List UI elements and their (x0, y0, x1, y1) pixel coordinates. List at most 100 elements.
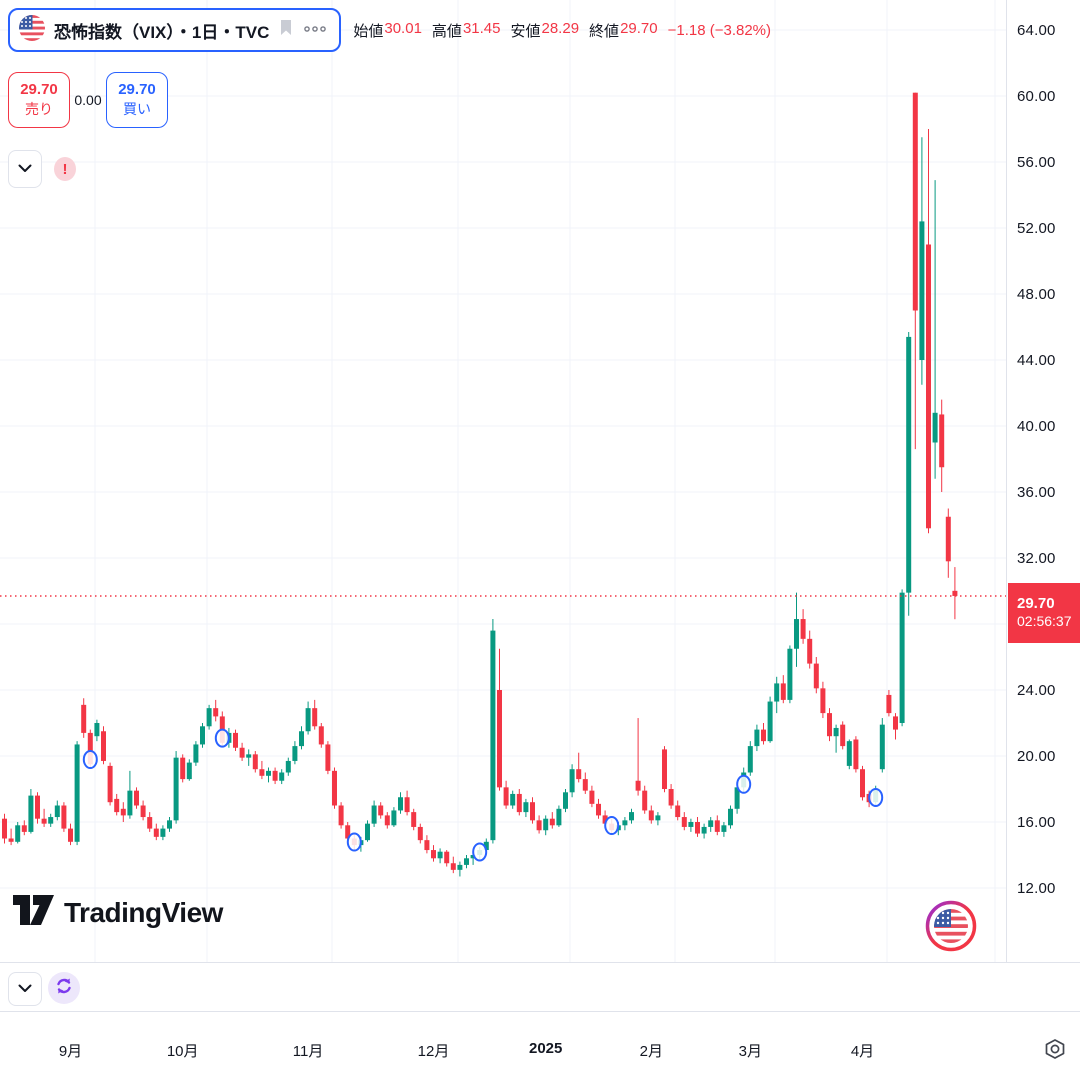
ohlc-readout: 始値 30.01 高値 31.45 安値 28.29 終値 29.70 −1.18 (−… (353, 20, 771, 41)
candle-body (180, 757, 186, 780)
candle-body (318, 726, 324, 745)
candle-body (952, 590, 958, 596)
candle-body (932, 412, 938, 443)
candle-body (899, 592, 905, 723)
candle-body (483, 841, 489, 851)
refresh-button[interactable] (48, 972, 80, 1004)
candle-body (747, 746, 753, 773)
time-axis-label: 2月 (639, 1043, 663, 1060)
candle-body (820, 688, 826, 714)
sell-button[interactable]: 29.70 売り (8, 72, 70, 128)
candle-body (2, 818, 7, 839)
time-axis-label: 10月 (166, 1043, 199, 1060)
candle-body (464, 858, 469, 865)
candle-body (424, 840, 430, 851)
candle-body (411, 812, 417, 827)
price-tick-label: 56.00 (1017, 154, 1056, 171)
candle-body (761, 729, 766, 742)
warning-exclamation-glyph: ! (62, 160, 68, 178)
candle-body (833, 727, 839, 737)
tradingview-logo[interactable]: TradingView (12, 892, 223, 933)
candle-body (371, 805, 377, 824)
expand-bottom-panel-button[interactable] (8, 972, 42, 1006)
price-tick-label: 60.00 (1017, 88, 1056, 105)
candle-body (622, 820, 628, 826)
candle-body (325, 744, 331, 771)
candle-body (127, 790, 133, 816)
time-axis[interactable]: 9月 10月 11月 12月 2025 2月 3月 4月 (0, 1012, 1080, 1080)
tradingview-logo-text: TradingView (64, 896, 223, 928)
warning-exclamation-icon[interactable]: ! (54, 157, 76, 181)
candle-body (576, 769, 582, 780)
candle-body (510, 793, 516, 806)
candle-body (516, 793, 522, 813)
candle-body (912, 92, 918, 311)
time-axis-label: 2025 (529, 1040, 563, 1057)
sell-label: 売り (25, 101, 53, 117)
chevron-down-icon (18, 160, 32, 178)
candle-body (186, 762, 192, 780)
price-tick-label: 44.00 (1017, 352, 1056, 369)
symbol-button[interactable]: 恐怖指数（VIX）・1日・TVC (8, 8, 342, 52)
candle-body (582, 779, 588, 791)
trade-panel: 29.70 売り 0.00 29.70 買い (8, 72, 168, 128)
symbol-bar: 恐怖指数（VIX）・1日・TVC 始値 30.01 高値 31.45 安値 28.29… (8, 8, 771, 52)
more-options-icon[interactable] (303, 21, 327, 39)
candle-body (35, 795, 40, 819)
candle-body (206, 708, 212, 727)
candle-body (668, 789, 674, 806)
candle-body (754, 729, 760, 747)
open-value: 30.01 (384, 19, 422, 37)
candle-body (233, 732, 238, 748)
tradingview-mark-icon (12, 892, 56, 933)
price-tick-label: 40.00 (1017, 418, 1056, 435)
candle-body (101, 731, 106, 761)
sell-price: 29.70 (20, 81, 58, 98)
chart-pane[interactable] (0, 0, 1006, 962)
candle-body (939, 414, 945, 468)
candle-body (444, 851, 450, 864)
candle-body (728, 808, 733, 826)
spread-value: 0.00 (74, 92, 102, 108)
event-circle-marker (472, 842, 488, 862)
time-axis-label: 3月 (738, 1043, 762, 1060)
candle-body (74, 744, 80, 842)
candle-body (457, 864, 463, 870)
candle-body (345, 825, 351, 839)
candle-body (8, 838, 14, 842)
candle-body (563, 792, 568, 809)
candle-body (107, 765, 113, 803)
candle-body (879, 724, 885, 770)
candle-body (497, 690, 502, 788)
buy-button[interactable]: 29.70 買い (106, 72, 168, 128)
candle-body (266, 770, 271, 776)
candle-body (642, 790, 648, 811)
candle-body (167, 820, 172, 829)
candle-body (305, 708, 311, 732)
candle-body (655, 815, 661, 821)
price-tick-label: 20.00 (1017, 748, 1056, 765)
price-tick-label: 64.00 (1017, 22, 1056, 39)
price-tick-label: 12.00 (1017, 880, 1056, 897)
candle-body (675, 805, 681, 818)
candle-body (780, 683, 786, 700)
close-label: 終値 (589, 22, 620, 40)
candle-body (41, 818, 47, 824)
candle-body (28, 795, 34, 832)
candle-body (893, 716, 898, 730)
candle-body (173, 757, 179, 821)
candle-body (120, 808, 126, 816)
candle-body (596, 803, 601, 816)
candle-body (470, 855, 476, 859)
settings-gear-icon[interactable] (1042, 1036, 1068, 1067)
price-tick-label: 52.00 (1017, 220, 1056, 237)
candle-body (417, 826, 423, 841)
candle-body (431, 850, 436, 859)
candle-body (602, 815, 608, 824)
candle-body (662, 749, 667, 789)
time-axis-label: 12月 (417, 1043, 450, 1060)
price-axis[interactable]: 64.00 60.00 56.00 52.00 48.00 44.00 40.00 36.00… (1006, 0, 1080, 962)
candle-body (259, 769, 265, 776)
bookmark-icon[interactable] (278, 19, 294, 42)
collapse-panel-button[interactable] (8, 150, 42, 188)
